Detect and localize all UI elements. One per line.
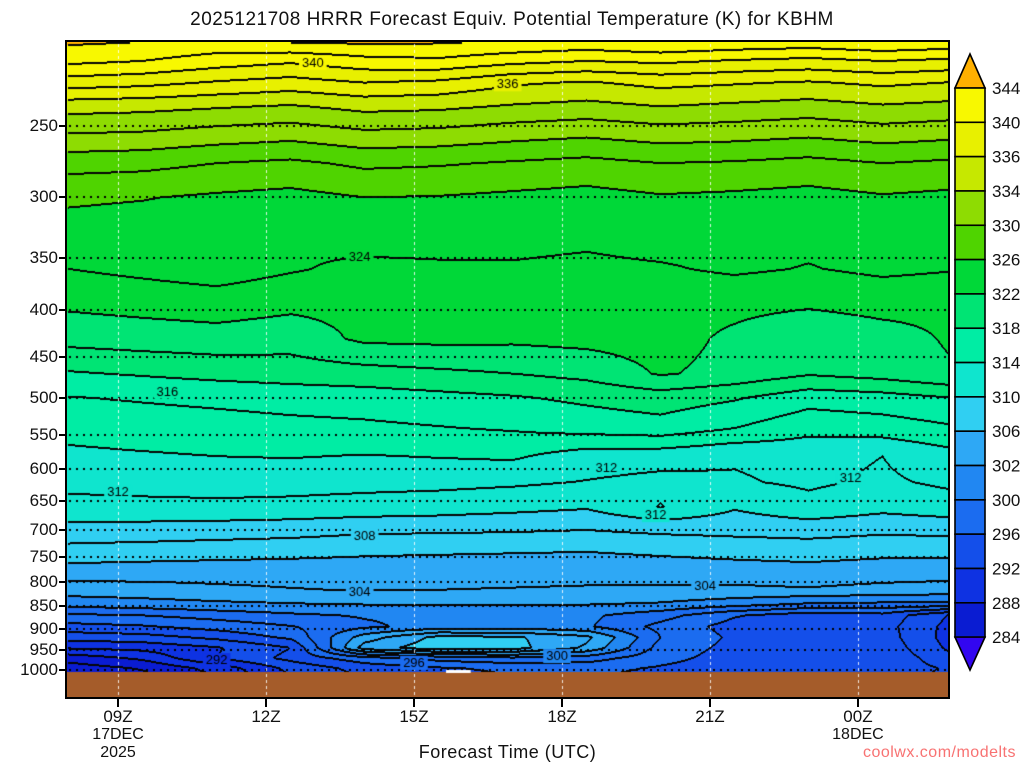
- x-tick-sublabel-18DEC: 18DEC: [832, 726, 884, 743]
- y-tick-label-750: 750: [29, 547, 58, 567]
- colorbar-label-306: 306: [992, 422, 1020, 441]
- y-tick-mark-500: [59, 396, 65, 399]
- y-tick-mark-350: [59, 256, 65, 259]
- y-tick-mark-600: [59, 468, 65, 471]
- y-tick-mark-750: [59, 556, 65, 559]
- colorbar-label-336: 336: [992, 148, 1020, 167]
- y-tick-label-950: 950: [29, 639, 58, 659]
- colorbar-label-344: 344: [992, 79, 1020, 98]
- colorbar-cell-302-306: [954, 430, 986, 467]
- x-tick-mark-00Z: [856, 699, 859, 707]
- y-tick-mark-400: [59, 309, 65, 312]
- y-tick-mark-700: [59, 529, 65, 531]
- colorbar-cell-318-322: [954, 293, 986, 330]
- colorbar-label-300: 300: [992, 491, 1020, 510]
- colorbar-label-296: 296: [992, 525, 1020, 544]
- x-tick-label-18Z: 18Z: [547, 707, 577, 726]
- y-tick-label-350: 350: [29, 247, 58, 267]
- colorbar-cell-310-314: [954, 361, 986, 398]
- x-tick-label-15Z: 15Z: [399, 707, 429, 726]
- x-tick-mark-15Z: [412, 699, 415, 707]
- x-tick-sublabel-2025: 2025: [100, 744, 136, 761]
- colorbar-label-330: 330: [992, 216, 1020, 235]
- colorbar-label-310: 310: [992, 388, 1020, 407]
- colorbar-cell-296-300: [954, 499, 986, 535]
- colorbar-label-314: 314: [992, 354, 1020, 373]
- colorbar-arrow-below-284: [953, 636, 987, 673]
- x-tick-label-09Z: 09Z: [103, 707, 133, 726]
- x-tick-sublabel-17DEC: 17DEC: [92, 726, 144, 743]
- colorbar-arrow-above-344: [953, 52, 987, 89]
- colorbar-cell-284-288: [954, 601, 986, 638]
- x-tick-label-12Z: 12Z: [251, 707, 281, 726]
- colorbar-label-302: 302: [992, 457, 1020, 476]
- x-tick-mark-18Z: [560, 699, 563, 707]
- y-tick-label-900: 900: [29, 618, 58, 638]
- y-tick-label-400: 400: [29, 300, 58, 320]
- y-tick-label-550: 550: [29, 425, 58, 445]
- colorbar-cell-334-336: [954, 155, 986, 192]
- colorbar-cell-336-340: [954, 121, 986, 158]
- contour-plot-canvas: [67, 42, 948, 697]
- y-tick-mark-450: [59, 355, 65, 358]
- colorbar-cell-300-302: [954, 464, 986, 501]
- y-tick-mark-950: [59, 648, 65, 651]
- y-tick-label-650: 650: [29, 490, 58, 510]
- y-tick-label-1000: 1000: [20, 660, 58, 680]
- y-tick-mark-550: [59, 434, 65, 437]
- y-tick-label-700: 700: [29, 520, 58, 539]
- colorbar: 344 340 336 334 330 326 322 318 314 310 306 302 300 2…: [953, 52, 1020, 673]
- y-tick-label-300: 300: [29, 187, 58, 207]
- x-tick-label-21Z: 21Z: [695, 707, 725, 726]
- colorbar-cell-292-296: [954, 533, 986, 570]
- y-tick-mark-250: [59, 124, 65, 127]
- y-tick-label-250: 250: [29, 115, 58, 135]
- x-tick-mark-09Z: [117, 699, 119, 707]
- colorbar-label-288: 288: [992, 594, 1020, 613]
- colorbar-label-334: 334: [992, 182, 1020, 201]
- colorbar-label-284: 284: [992, 628, 1020, 647]
- colorbar-cell-322-326: [954, 258, 986, 295]
- x-tick-label-00Z: 00Z: [843, 707, 873, 726]
- y-tick-mark-850: [59, 605, 65, 608]
- colorbar-cell-306-310: [954, 396, 986, 433]
- colorbar-cell-288-292: [954, 567, 986, 604]
- y-tick-mark-650: [59, 499, 65, 502]
- colorbar-cell-314-318: [954, 327, 986, 364]
- x-tick-mark-21Z: [708, 699, 711, 707]
- y-tick-label-600: 600: [29, 459, 58, 479]
- plot-frame: [65, 40, 950, 699]
- colorbar-label-322: 322: [992, 285, 1020, 304]
- colorbar-label-292: 292: [992, 559, 1020, 578]
- watermark-link[interactable]: coolwx.com/modelts: [862, 744, 1016, 761]
- y-tick-label-800: 800: [29, 572, 58, 592]
- colorbar-cell-326-330: [954, 224, 986, 261]
- colorbar-label-318: 318: [992, 319, 1020, 338]
- chart-title: 2025121708 HRRR Forecast Equiv. Potentia…: [190, 9, 834, 30]
- colorbar-cell-330-334: [954, 190, 986, 227]
- y-tick-mark-800: [59, 581, 65, 584]
- colorbar-cell-340-344: [954, 87, 986, 124]
- y-tick-label-500: 500: [29, 387, 58, 407]
- y-tick-mark-900: [59, 627, 65, 630]
- y-tick-label-450: 450: [29, 346, 58, 366]
- x-tick-mark-12Z: [264, 699, 267, 707]
- y-tick-mark-300: [59, 196, 65, 199]
- x-axis-title: Forecast Time (UTC): [418, 742, 597, 762]
- y-tick-mark-1000: [59, 669, 65, 672]
- colorbar-label-340: 340: [992, 113, 1020, 132]
- colorbar-label-326: 326: [992, 251, 1020, 270]
- y-tick-label-850: 850: [29, 596, 58, 616]
